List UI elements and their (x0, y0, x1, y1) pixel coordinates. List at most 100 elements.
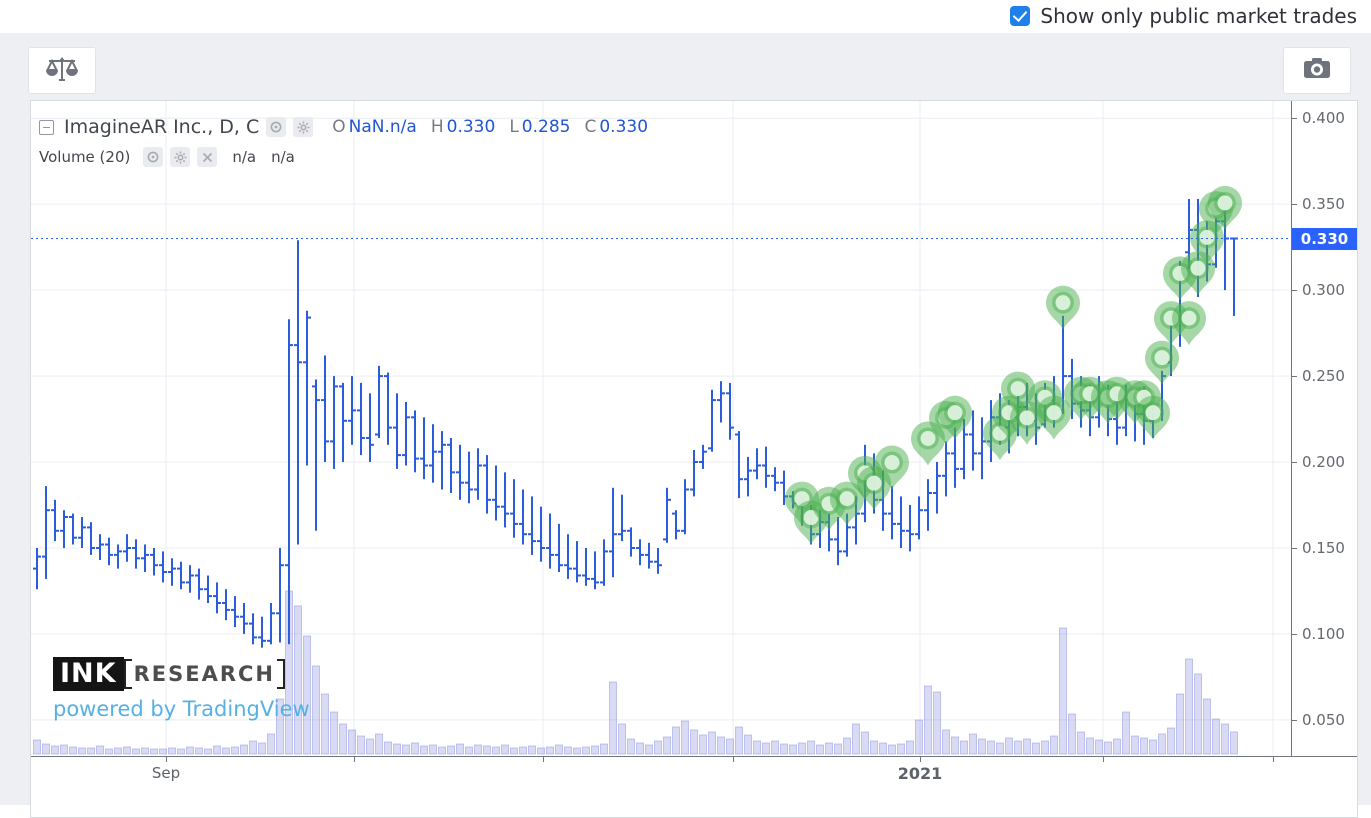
volume-bar (249, 740, 257, 755)
price-axis-tick (1292, 204, 1297, 205)
volume-bar (555, 744, 563, 755)
volume-bar (150, 748, 158, 755)
volume-bar (834, 743, 842, 755)
settings-icon[interactable] (293, 117, 314, 137)
price-axis-label: 0.050 (1302, 711, 1345, 729)
symbol-title[interactable]: ImagineAR Inc., D, C (64, 116, 260, 138)
volume-bar (330, 711, 338, 755)
volume-bar (519, 746, 527, 755)
price-axis-tick (1292, 290, 1297, 291)
volume-bar (195, 747, 203, 755)
volume-bar (870, 740, 878, 755)
public-trades-toggle[interactable]: Show only public market trades (1010, 4, 1357, 28)
volume-bar (33, 739, 41, 755)
volume-bar (879, 742, 887, 755)
camera-button[interactable] (1283, 47, 1351, 94)
volume-bar (483, 745, 491, 755)
volume-bar (69, 746, 77, 755)
volume-bar (717, 736, 725, 755)
volume-bar (303, 635, 311, 755)
visibility-icon[interactable] (143, 147, 164, 167)
volume-bar (429, 744, 437, 755)
price-axis[interactable]: 0.330 0.400 0.350 0.300 0.250 0.200 0.150 0.10… (1291, 101, 1357, 756)
volume-bar (186, 746, 194, 755)
volume-bar (339, 723, 347, 755)
volume-bar (564, 746, 572, 755)
volume-bar (159, 748, 167, 755)
volume-bar (969, 733, 977, 755)
price-chart-pane[interactable]: ImagineAR Inc., D, C O NaN.n/a H 0.330 (31, 101, 1291, 756)
price-axis-label: 0.300 (1302, 281, 1345, 299)
settings-icon[interactable] (170, 147, 191, 167)
watermark: INK RESEARCH powered by TradingView (53, 657, 310, 721)
volume-bar (1077, 731, 1085, 755)
volume-bar (1113, 738, 1121, 755)
volume-bar (960, 740, 968, 755)
volume-bar (1194, 673, 1202, 755)
powered-by-tradingview-link[interactable]: powered by TradingView (53, 697, 310, 721)
volume-bar (762, 742, 770, 755)
compare-button[interactable] (28, 47, 96, 94)
top-bar: Show only public market trades (0, 0, 1371, 33)
volume-bar (906, 740, 914, 755)
volume-bar (96, 745, 104, 755)
last-price-label: 0.330 (1292, 228, 1357, 250)
volume-bar (609, 681, 617, 755)
checkbox-checked-icon[interactable] (1010, 6, 1031, 26)
time-axis-tick (543, 757, 544, 762)
volume-bar (1212, 718, 1220, 755)
volume-bar (807, 740, 815, 755)
volume-bar (1122, 711, 1130, 755)
collapse-icon[interactable] (39, 119, 54, 135)
volume-bar (663, 736, 671, 755)
chart-canvas[interactable] (31, 101, 1291, 756)
volume-bar (321, 693, 329, 755)
volume-bar (1131, 735, 1139, 755)
volume-bar (825, 742, 833, 755)
volume-bar (591, 745, 599, 755)
volume-bar (744, 734, 752, 755)
volume-bar (411, 742, 419, 755)
volume-bar (924, 685, 932, 755)
volume-bar (456, 743, 464, 755)
volume-bar (672, 726, 680, 755)
volume-bar (1005, 737, 1013, 755)
volume-bar (843, 737, 851, 755)
volume-bar (1158, 733, 1166, 755)
volume-bar (780, 743, 788, 755)
time-axis[interactable]: Sep 2021 (31, 756, 1357, 788)
volume-bar (87, 747, 95, 755)
volume-bar (690, 729, 698, 755)
time-axis-tick (920, 757, 921, 762)
volume-bar (132, 748, 140, 755)
delete-icon[interactable] (197, 147, 218, 167)
price-axis-label: 0.400 (1302, 109, 1345, 127)
volume-bar (582, 746, 590, 755)
volume-bar (618, 723, 626, 755)
volume-value: n/a (232, 148, 257, 166)
chart-widget-background: ImagineAR Inc., D, C O NaN.n/a H 0.330 (0, 33, 1371, 818)
volume-bar (1086, 737, 1094, 755)
time-axis-tick (1273, 757, 1274, 762)
visibility-icon[interactable] (266, 117, 287, 137)
volume-bar (861, 731, 869, 755)
volume-bar (375, 733, 383, 755)
volume-indicator-label[interactable]: Volume (20) (39, 148, 131, 166)
volume-bar (915, 719, 923, 755)
volume-bar (1203, 698, 1211, 755)
camera-icon (1301, 56, 1333, 85)
price-axis-tick (1292, 720, 1297, 721)
volume-bar (537, 747, 545, 755)
time-axis-label: Sep (151, 764, 181, 782)
price-axis-tick (1292, 548, 1297, 549)
volume-bar (114, 747, 122, 755)
volume-bar (366, 738, 374, 755)
volume-bar (204, 748, 212, 755)
volume-bar (51, 745, 59, 755)
volume-bar (573, 747, 581, 755)
volume-bar (474, 744, 482, 755)
volume-bar (240, 744, 248, 755)
volume-bar (600, 743, 608, 755)
volume-bar (942, 729, 950, 755)
volume-bar (1185, 658, 1193, 755)
